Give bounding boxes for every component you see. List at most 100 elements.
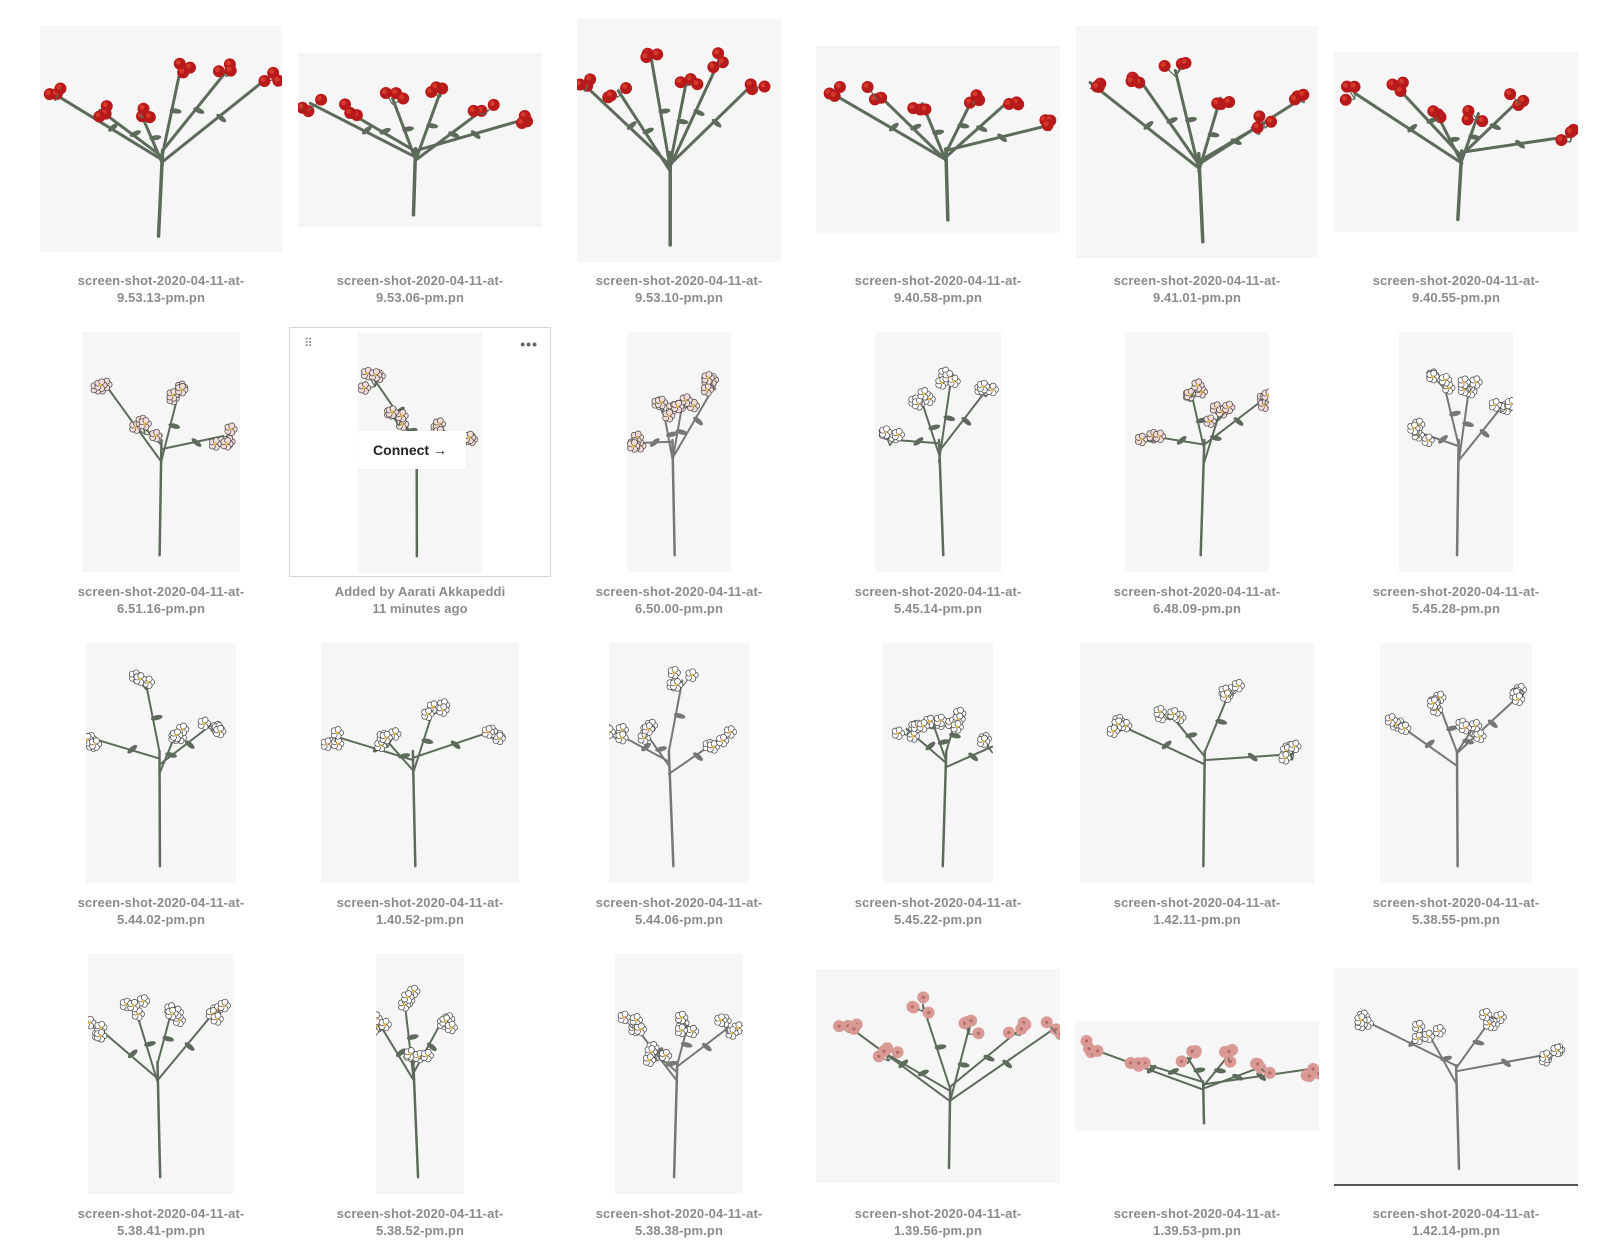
image-block-thumbnail-area[interactable]: [807, 16, 1069, 266]
image-block[interactable]: screen-shot-2020-04-11-at- 1.42.11-pm.pn: [1066, 638, 1328, 938]
image-block-thumbnail-area[interactable]: [289, 638, 551, 888]
image-block-thumbnail-area[interactable]: [30, 327, 292, 577]
caption-line-2: 6.51.16-pm.pn: [117, 601, 205, 616]
image-thumbnail[interactable]: [1334, 52, 1578, 232]
image-block-thumbnail-area[interactable]: [289, 949, 551, 1199]
more-options-icon[interactable]: •••: [520, 336, 538, 352]
image-thumbnail[interactable]: [86, 643, 236, 883]
caption-line-2: 1.39.56-pm.pn: [894, 1223, 982, 1238]
image-thumbnail[interactable]: [1125, 332, 1269, 572]
image-block-thumbnail-area[interactable]: [548, 949, 810, 1199]
image-block[interactable]: screen-shot-2020-04-11-at- 1.42.14-pm.pn: [1325, 949, 1587, 1249]
image-thumbnail[interactable]: [883, 643, 993, 883]
caption-line-2: 11 minutes ago: [372, 601, 468, 616]
image-block-thumbnail-area[interactable]: [807, 949, 1069, 1199]
caption-line-1: screen-shot-2020-04-11-at-: [336, 1206, 504, 1221]
flower-illustration: [1339, 76, 1578, 222]
flower-illustration: [1080, 1035, 1319, 1125]
image-block-thumbnail-area[interactable]: [548, 16, 810, 266]
image-block[interactable]: screen-shot-2020-04-11-at- 5.38.52-pm.pn: [289, 949, 551, 1249]
caption-line-2: 1.40.52-pm.pn: [376, 912, 464, 927]
image-block-thumbnail-area[interactable]: [30, 16, 292, 266]
image-block-thumbnail-area[interactable]: [30, 949, 292, 1199]
image-block-thumbnail-area[interactable]: [1325, 949, 1587, 1199]
image-thumbnail[interactable]: [40, 26, 282, 252]
drag-handle-icon[interactable]: ⠿: [304, 336, 313, 350]
image-thumbnail[interactable]: [615, 954, 743, 1194]
caption-line-1: screen-shot-2020-04-11-at-: [595, 584, 763, 599]
flower-illustration: [1354, 1007, 1566, 1171]
image-block[interactable]: screen-shot-2020-04-11-at- 5.45.22-pm.pn: [807, 638, 1069, 938]
image-block[interactable]: screen-shot-2020-04-11-at- 1.39.56-pm.pn: [807, 949, 1069, 1249]
image-block-thumbnail-area[interactable]: [548, 638, 810, 888]
image-block-caption: screen-shot-2020-04-11-at- 1.40.52-pm.pn: [289, 894, 551, 928]
image-thumbnail[interactable]: [82, 332, 240, 572]
caption-line-1: screen-shot-2020-04-11-at-: [1372, 273, 1540, 288]
image-block-thumbnail-area[interactable]: [1066, 16, 1328, 266]
image-block[interactable]: screen-shot-2020-04-11-at- 6.48.09-pm.pn: [1066, 327, 1328, 627]
image-block[interactable]: screen-shot-2020-04-11-at- 5.45.28-pm.pn: [1325, 327, 1587, 627]
image-block-caption: screen-shot-2020-04-11-at- 5.45.22-pm.pn: [807, 894, 1069, 928]
image-block[interactable]: screen-shot-2020-04-11-at- 9.40.55-pm.pn: [1325, 16, 1587, 316]
image-block[interactable]: screen-shot-2020-04-11-at- 1.39.53-pm.pn: [1066, 949, 1328, 1249]
image-block-thumbnail-area[interactable]: [548, 327, 810, 577]
image-block-caption: screen-shot-2020-04-11-at- 6.51.16-pm.pn: [30, 583, 292, 617]
image-block-thumbnail-area[interactable]: [1325, 327, 1587, 577]
image-block-thumbnail-area[interactable]: [807, 327, 1069, 577]
image-block-thumbnail-area[interactable]: [289, 16, 551, 266]
connect-button[interactable]: Connect →: [354, 431, 466, 469]
image-thumbnail[interactable]: [577, 19, 781, 262]
image-block[interactable]: screen-shot-2020-04-11-at- 9.41.01-pm.pn: [1066, 16, 1328, 316]
caption-line-1: screen-shot-2020-04-11-at-: [854, 1206, 1022, 1221]
image-block-thumbnail-area[interactable]: [1066, 327, 1328, 577]
image-thumbnail[interactable]: [627, 332, 731, 572]
image-block[interactable]: screen-shot-2020-04-11-at- 5.44.02-pm.pn: [30, 638, 292, 938]
image-block-thumbnail-area[interactable]: [1066, 638, 1328, 888]
image-block-thumbnail-area[interactable]: [30, 638, 292, 888]
image-thumbnail[interactable]: [376, 954, 464, 1194]
image-block[interactable]: screen-shot-2020-04-11-at- 5.38.38-pm.pn: [548, 949, 810, 1249]
image-block-caption: screen-shot-2020-04-11-at- 5.44.06-pm.pn: [548, 894, 810, 928]
image-block[interactable]: screen-shot-2020-04-11-at- 5.38.41-pm.pn: [30, 949, 292, 1249]
image-block[interactable]: screen-shot-2020-04-11-at- 5.38.55-pm.pn: [1325, 638, 1587, 938]
image-block[interactable]: screen-shot-2020-04-11-at- 9.40.58-pm.pn: [807, 16, 1069, 316]
image-block-thumbnail-area[interactable]: [1325, 638, 1587, 888]
image-block-thumbnail-area[interactable]: [1066, 949, 1328, 1199]
image-block-thumbnail-area[interactable]: ⠿ ••• Connect →: [289, 327, 551, 577]
caption-line-1: screen-shot-2020-04-11-at-: [1372, 1206, 1540, 1221]
image-block[interactable]: screen-shot-2020-04-11-at- 6.50.00-pm.pn: [548, 327, 810, 627]
image-block[interactable]: ⠿ ••• Connect → Added by Aarati Akkapeddi 11…: [289, 327, 551, 627]
image-block-thumbnail-area[interactable]: [1325, 16, 1587, 266]
flower-illustration: [832, 991, 1060, 1170]
caption-line-2: 5.45.14-pm.pn: [894, 601, 982, 616]
image-block-thumbnail-area[interactable]: [807, 638, 1069, 888]
image-block-caption: screen-shot-2020-04-11-at- 5.38.38-pm.pn: [548, 1205, 810, 1239]
caption-line-1: screen-shot-2020-04-11-at-: [336, 895, 504, 910]
image-block-caption: Added by Aarati Akkapeddi 11 minutes ago: [289, 583, 551, 617]
flower-illustration: [43, 57, 282, 238]
image-thumbnail[interactable]: [1334, 968, 1578, 1184]
image-thumbnail[interactable]: [816, 969, 1060, 1183]
image-thumbnail[interactable]: [609, 643, 749, 883]
image-thumbnail[interactable]: [298, 53, 542, 227]
image-thumbnail[interactable]: [875, 332, 1001, 572]
image-block[interactable]: screen-shot-2020-04-11-at- 9.53.13-pm.pn: [30, 16, 292, 316]
image-thumbnail[interactable]: [1399, 332, 1513, 572]
image-block-caption: screen-shot-2020-04-11-at- 9.40.55-pm.pn: [1325, 272, 1587, 306]
caption-line-2: 5.38.55-pm.pn: [1412, 912, 1500, 927]
image-block[interactable]: screen-shot-2020-04-11-at- 9.53.10-pm.pn: [548, 16, 810, 316]
image-block[interactable]: screen-shot-2020-04-11-at- 5.44.06-pm.pn: [548, 638, 810, 938]
image-block-caption: screen-shot-2020-04-11-at- 9.53.10-pm.pn: [548, 272, 810, 306]
image-block[interactable]: screen-shot-2020-04-11-at- 9.53.06-pm.pn: [289, 16, 551, 316]
image-thumbnail[interactable]: [88, 954, 234, 1194]
image-thumbnail[interactable]: [1080, 643, 1314, 883]
image-thumbnail[interactable]: [1380, 643, 1532, 883]
image-thumbnail[interactable]: [1075, 1021, 1319, 1131]
image-thumbnail[interactable]: [321, 643, 519, 883]
image-thumbnail[interactable]: [1076, 26, 1318, 258]
image-thumbnail[interactable]: [816, 46, 1060, 233]
image-block[interactable]: screen-shot-2020-04-11-at- 1.40.52-pm.pn: [289, 638, 551, 938]
image-block[interactable]: screen-shot-2020-04-11-at- 6.51.16-pm.pn: [30, 327, 292, 627]
image-block[interactable]: screen-shot-2020-04-11-at- 5.45.14-pm.pn: [807, 327, 1069, 627]
flower-illustration: [376, 984, 458, 1179]
